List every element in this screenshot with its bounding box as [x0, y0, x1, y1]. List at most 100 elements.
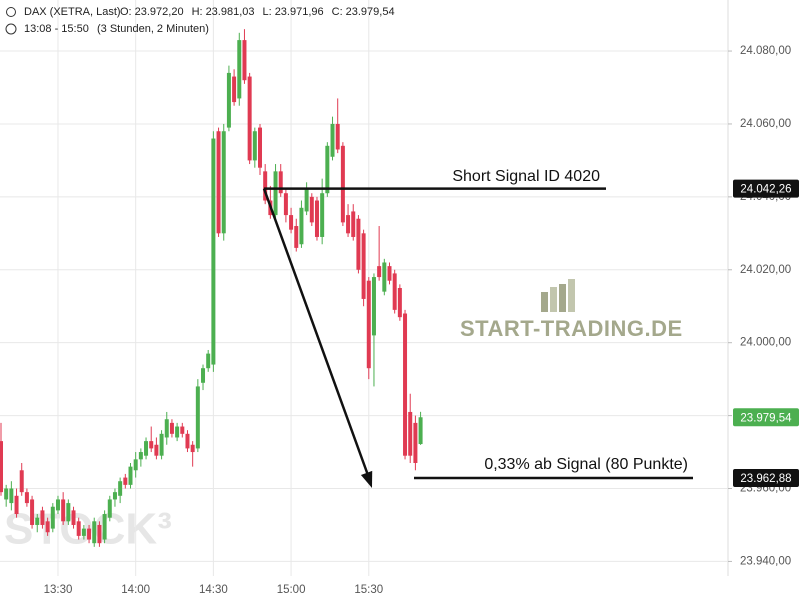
- y-tick-label: 23.940,00: [740, 555, 791, 567]
- header: DAX (XETRA, Last) 13:08 - 15:50 (3 Stund…: [5, 6, 209, 35]
- ohlc-key: L:: [263, 6, 272, 18]
- candle-body: [252, 131, 257, 161]
- y-tick-label: 24.020,00: [740, 264, 791, 276]
- candle-body: [392, 273, 397, 310]
- candle-body: [164, 419, 169, 438]
- arrow-head: [360, 470, 373, 489]
- candle-body: [351, 211, 356, 237]
- logo-bar: [559, 284, 566, 312]
- logo-bar: [550, 287, 557, 312]
- candle-body: [107, 499, 112, 518]
- last-price-tag-box: [733, 408, 799, 427]
- candle-body: [387, 266, 392, 281]
- candle-body: [87, 528, 92, 540]
- logo-bar: [568, 279, 575, 312]
- candle-body: [377, 266, 382, 278]
- candle-body: [144, 441, 149, 456]
- candle-body: [314, 200, 319, 237]
- candle-body: [19, 470, 24, 493]
- clock-icon: [5, 23, 17, 35]
- x-tick-label: 15:30: [354, 584, 383, 596]
- candle-body: [294, 226, 299, 248]
- candle-body: [133, 459, 138, 471]
- candle-body: [154, 444, 159, 456]
- candle-body: [76, 521, 81, 536]
- candle-body: [226, 72, 231, 128]
- candle-body: [211, 138, 216, 365]
- candle-body: [242, 40, 247, 81]
- y-tick-label: 24.000,00: [740, 337, 791, 349]
- y-tick-label: 24.080,00: [740, 45, 791, 57]
- candle-body: [201, 368, 206, 383]
- candle-body: [66, 503, 71, 522]
- candle-body: [128, 466, 133, 485]
- candle-body: [366, 280, 371, 369]
- candle-body: [175, 426, 180, 438]
- candle-body: [118, 481, 123, 496]
- candle-body: [185, 433, 190, 449]
- candle-body: [325, 145, 330, 194]
- candle-body: [221, 131, 226, 234]
- candle-body: [330, 123, 335, 157]
- x-tick-label: 14:00: [121, 584, 150, 596]
- candle-body: [299, 207, 304, 245]
- target-tag-text: 23.962,88: [740, 473, 791, 485]
- x-tick-label: 14:30: [199, 584, 228, 596]
- candle-body: [418, 417, 423, 445]
- candle-body: [309, 196, 314, 223]
- ohlc-value: 23.981,03: [206, 6, 255, 18]
- candle-body: [346, 215, 351, 234]
- candle-body: [9, 488, 14, 504]
- candle-body: [55, 499, 60, 511]
- candle-body: [180, 426, 185, 434]
- candle-body: [340, 145, 345, 223]
- candle-body: [413, 422, 418, 463]
- candle-body: [24, 492, 29, 504]
- signal-label: Short Signal ID 4020: [452, 168, 600, 185]
- ohlc-value: 23.979,54: [346, 6, 395, 18]
- candle-body: [263, 171, 268, 201]
- candle-body: [4, 488, 9, 500]
- candle-body: [232, 76, 237, 103]
- candle-body: [149, 441, 154, 449]
- arrow-shaft: [262, 188, 371, 479]
- candle-body: [397, 288, 402, 318]
- signal-tag-box: [733, 179, 799, 198]
- candle-body: [335, 123, 340, 150]
- candle-body: [169, 422, 174, 434]
- candle-body: [216, 131, 221, 234]
- ohlc-key: H:: [192, 6, 203, 18]
- candle-body: [0, 441, 3, 493]
- ohlc-key: C:: [332, 6, 343, 18]
- candle-body: [371, 277, 376, 336]
- candle-body: [247, 76, 252, 161]
- symbol: DAX (XETRA, Last): [24, 6, 121, 18]
- ohlc-value: 23.972,20: [135, 6, 184, 18]
- watermark-start-trading: START-TRADING.DE: [460, 316, 683, 341]
- candle-body: [278, 171, 283, 194]
- candle-body: [403, 313, 408, 456]
- candle-body: [138, 452, 143, 460]
- candle-body: [273, 171, 278, 216]
- candle-body: [97, 524, 102, 544]
- candle-body: [206, 353, 211, 369]
- duration: (3 Stunden, 2 Minuten): [97, 23, 209, 35]
- candle-body: [258, 127, 262, 168]
- candle-body: [14, 495, 19, 515]
- ohlc-key: O:: [120, 6, 132, 18]
- candle-body: [289, 215, 294, 230]
- target-tag-box: [733, 469, 799, 488]
- candle-body: [30, 499, 35, 525]
- candle-body: [123, 477, 128, 485]
- target-label: 0,33% ab Signal (80 Punkte): [484, 456, 688, 473]
- candle-body: [71, 510, 76, 525]
- icon: [6, 7, 16, 17]
- candle-body: [356, 218, 361, 270]
- last-price-tag-text: 23.979,54: [740, 412, 792, 424]
- candle-body: [102, 514, 107, 540]
- candle-body: [50, 506, 55, 529]
- y-tick-label: 24.060,00: [740, 118, 791, 130]
- candle-body: [237, 40, 242, 99]
- candle-body: [408, 411, 413, 456]
